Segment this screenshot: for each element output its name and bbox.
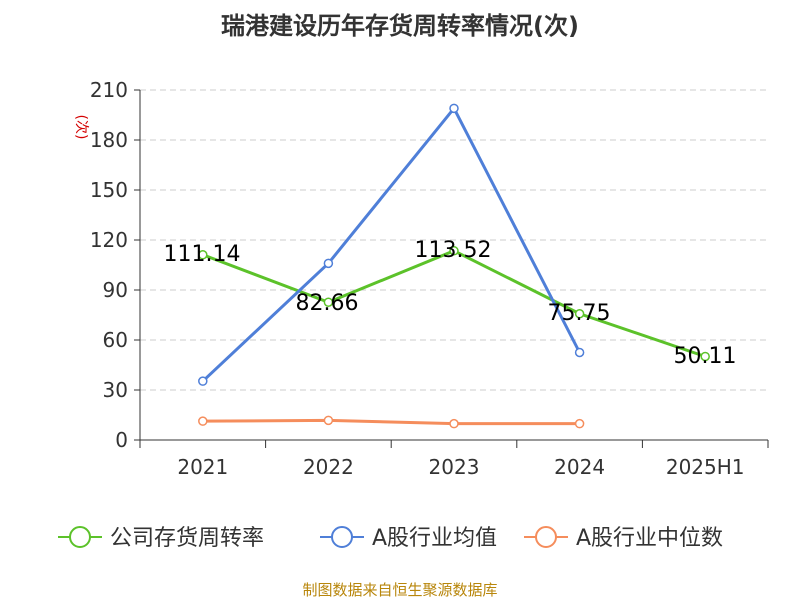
- data-label: 82.66: [296, 291, 359, 316]
- legend-item: 公司存货周转率: [58, 526, 264, 551]
- source-note: 制图数据来自恒生聚源数据库: [302, 581, 497, 599]
- data-point: [323, 415, 334, 426]
- data-labels: 111.14 82.66 113.52 75.75 50.11: [164, 238, 737, 369]
- y-tick-label: 90: [103, 278, 128, 302]
- y-tick-label: 0: [115, 428, 128, 452]
- legend-item: A股行业均值: [320, 526, 497, 551]
- series-line: [202, 249, 706, 358]
- x-tick-label: 2024: [554, 455, 605, 479]
- data-point: [700, 351, 710, 362]
- legend-marker: [535, 526, 557, 548]
- data-label: 50.11: [674, 344, 737, 369]
- data-point: [574, 347, 585, 358]
- data-label: 75.75: [548, 301, 611, 326]
- y-ticks: 0 30 60 90 120 150 180 210: [90, 78, 128, 452]
- legend-marker: [69, 526, 91, 548]
- data-label: 111.14: [164, 242, 241, 267]
- data-point: [449, 418, 459, 429]
- legend-label: A股行业均值: [372, 526, 497, 551]
- y-tick-label: 210: [90, 78, 128, 102]
- series-3: [198, 415, 585, 429]
- y-tick-label: 180: [90, 128, 128, 152]
- chart-title: 瑞港建设历年存货周转率情况(次): [221, 12, 579, 40]
- x-tick-label: 2025H1: [666, 455, 745, 479]
- data-point: [198, 416, 208, 426]
- axes: [134, 89, 769, 448]
- legend-marker: [331, 526, 353, 548]
- y-tick-label: 30: [103, 378, 128, 402]
- x-tick-label: 2022: [303, 455, 354, 479]
- series-2: [198, 103, 585, 386]
- legend-label: A股行业中位数: [576, 526, 723, 551]
- legend-label: 公司存货周转率: [110, 526, 264, 551]
- legend: 公司存货周转率 A股行业均值 A股行业中位数: [58, 526, 723, 551]
- data-point: [574, 418, 585, 429]
- data-point: [198, 376, 208, 386]
- series-1: [198, 246, 710, 362]
- y-tick-label: 60: [103, 328, 128, 352]
- y-tick-label: 120: [90, 228, 128, 252]
- data-label: 113.52: [415, 238, 492, 263]
- data-point: [323, 258, 334, 269]
- series-line: [201, 106, 581, 383]
- data-point: [449, 103, 459, 114]
- data-point: [449, 246, 459, 256]
- data-point: [574, 309, 585, 319]
- series-line: [202, 418, 580, 426]
- data-point: [323, 297, 334, 307]
- x-tick-label: 2021: [177, 455, 228, 479]
- x-tick-label: 2023: [429, 455, 480, 479]
- x-ticks: 2021 2022 2023 2024 2025H1: [177, 455, 744, 479]
- y-axis-label: (次): [73, 115, 89, 140]
- data-point: [198, 250, 208, 260]
- series-layer: [198, 103, 710, 429]
- y-tick-label: 150: [90, 178, 128, 202]
- legend-item: A股行业中位数: [524, 526, 723, 551]
